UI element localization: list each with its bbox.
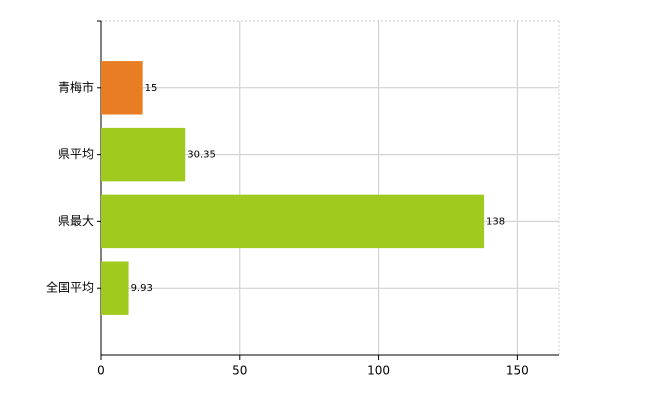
bar	[101, 194, 485, 249]
value-label: 138	[486, 216, 505, 227]
value-label: 9.93	[131, 283, 153, 294]
x-tick-label: 100	[367, 364, 390, 378]
x-tick-label: 150	[506, 364, 529, 378]
x-tick-label: 50	[232, 364, 247, 378]
bar	[101, 61, 143, 115]
y-tick-label: 県平均	[58, 147, 94, 161]
y-tick-label: 県最大	[58, 214, 94, 228]
y-tick-label: 青梅市	[58, 79, 94, 94]
bar	[101, 261, 129, 315]
value-label: 30.35	[187, 150, 216, 161]
value-label: 15	[145, 83, 158, 94]
y-tick-label: 全国平均	[46, 280, 94, 295]
bar	[101, 127, 186, 182]
x-tick-label: 0	[97, 364, 105, 378]
